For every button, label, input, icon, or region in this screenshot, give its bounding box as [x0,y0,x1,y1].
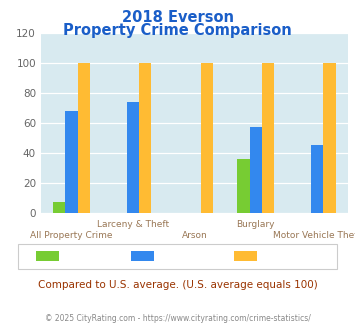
Text: Burglary: Burglary [236,220,275,229]
Bar [250,127,262,213]
Text: Compared to U.S. average. (U.S. average equals 100): Compared to U.S. average. (U.S. average … [38,280,317,290]
Bar [262,63,274,213]
Text: Arson: Arson [181,231,207,240]
Bar [78,63,90,213]
Text: Larceny & Theft: Larceny & Theft [97,220,169,229]
Bar [201,63,213,213]
Bar [53,202,65,213]
Text: Pennsylvania: Pennsylvania [161,251,234,261]
Bar [65,111,78,213]
Text: Motor Vehicle Theft: Motor Vehicle Theft [273,231,355,240]
Bar [237,159,250,213]
Text: Property Crime Comparison: Property Crime Comparison [63,23,292,38]
Bar [323,63,335,213]
Text: All Property Crime: All Property Crime [30,231,113,240]
Bar [127,102,139,213]
Text: 2018 Everson: 2018 Everson [121,10,234,25]
Text: Everson: Everson [65,251,110,261]
Text: © 2025 CityRating.com - https://www.cityrating.com/crime-statistics/: © 2025 CityRating.com - https://www.city… [45,314,310,323]
Bar [311,146,323,213]
Text: National: National [264,251,310,261]
Bar [139,63,151,213]
